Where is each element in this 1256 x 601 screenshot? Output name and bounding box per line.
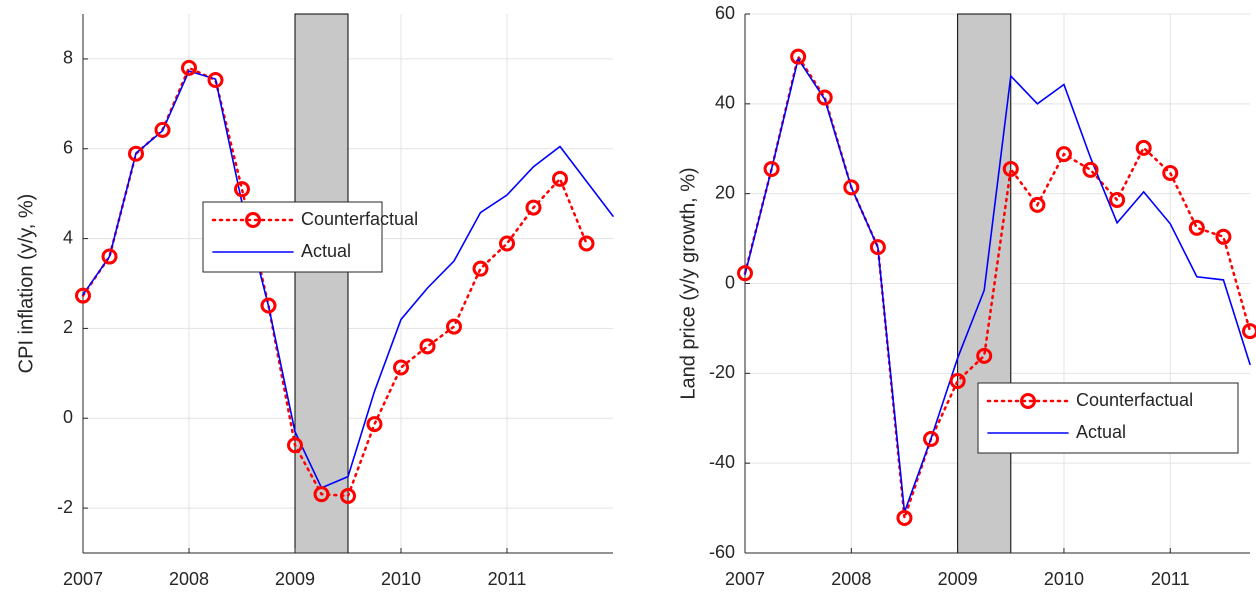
marker [1242,323,1256,340]
marker [949,372,966,389]
y-axis-label: CPI inflation (y/y, %) [15,194,37,374]
marker [578,235,595,252]
marker [340,487,356,504]
marker [1135,139,1152,156]
y-tick-label: -20 [709,362,735,382]
marker [869,239,886,256]
subplot: 2007 2008 2009 2010 2011 -2 0 2 4 6 8 CPI inflation… [15,13,614,589]
marker [260,297,277,314]
x-tick-label: 2008 [169,569,209,589]
marker [896,509,913,526]
marker [446,318,462,335]
marker [816,89,833,106]
marker [763,160,780,177]
y-tick-label: 0 [725,272,735,292]
y-tick-label: -2 [57,497,73,517]
legend-label: Actual [1076,422,1126,442]
marker [287,437,303,454]
y-tick-label: 60 [715,3,735,23]
legend-box [202,201,383,273]
marker [1162,165,1179,182]
y-tick-label: 8 [63,48,73,68]
y-axis-label: Land price (y/y growth, %) [677,167,699,399]
series-line [744,56,1251,513]
marker [75,287,91,304]
legend: Counterfactual Actual [977,382,1239,454]
marker [737,265,753,282]
legend-marker [1020,393,1036,409]
x-tick-label: 2007 [725,569,765,589]
y-tick-label: 2 [63,317,73,337]
marker [843,179,860,196]
marker [1055,146,1072,163]
x-tick-label: 2009 [275,569,315,589]
marker [366,416,383,433]
marker [101,248,118,265]
series-line [82,70,614,489]
marker [181,59,197,76]
marker [790,48,807,65]
y-tick-label: 6 [63,138,73,158]
shaded-period [957,13,1012,554]
marker [1002,160,1019,177]
marker [1029,196,1046,213]
x-tick-label: 2011 [488,569,527,589]
marker [1215,228,1232,245]
marker [1188,219,1205,236]
legend-label: Counterfactual [1076,390,1193,410]
marker [154,121,171,138]
x-tick-label: 2009 [938,569,978,589]
marker [419,338,436,355]
marker [234,181,250,198]
marker [313,486,330,503]
y-tick-label: -40 [709,452,735,472]
marker [472,260,489,277]
marker [923,430,940,447]
x-tick-label: 2011 [1151,569,1190,589]
shaded-period [294,13,349,554]
legend-box [977,382,1239,454]
marker [393,359,409,376]
marker [976,347,993,364]
legend-label: Actual [301,241,351,261]
y-tick-label: 0 [63,407,73,427]
subplot: 2007 2008 2009 2010 2011 -60 -40 -20 0 20 40 60 Land… [677,3,1256,589]
legend-label: Counterfactual [301,209,418,229]
y-tick-label: 4 [63,227,73,247]
x-tick-label: 2010 [1044,569,1084,589]
marker [1109,191,1126,208]
legend-marker [245,212,261,228]
marker [552,170,568,187]
marker [128,145,144,162]
y-tick-label: -60 [709,542,735,562]
marker [499,235,515,252]
y-tick-label: 20 [715,182,735,202]
marker [525,199,542,216]
marker [207,72,224,89]
marker [1082,161,1099,178]
y-tick-label: 40 [715,93,735,113]
x-tick-label: 2007 [63,569,103,589]
x-tick-label: 2010 [381,569,421,589]
x-tick-label: 2008 [831,569,871,589]
legend: Counterfactual Actual [202,201,418,273]
